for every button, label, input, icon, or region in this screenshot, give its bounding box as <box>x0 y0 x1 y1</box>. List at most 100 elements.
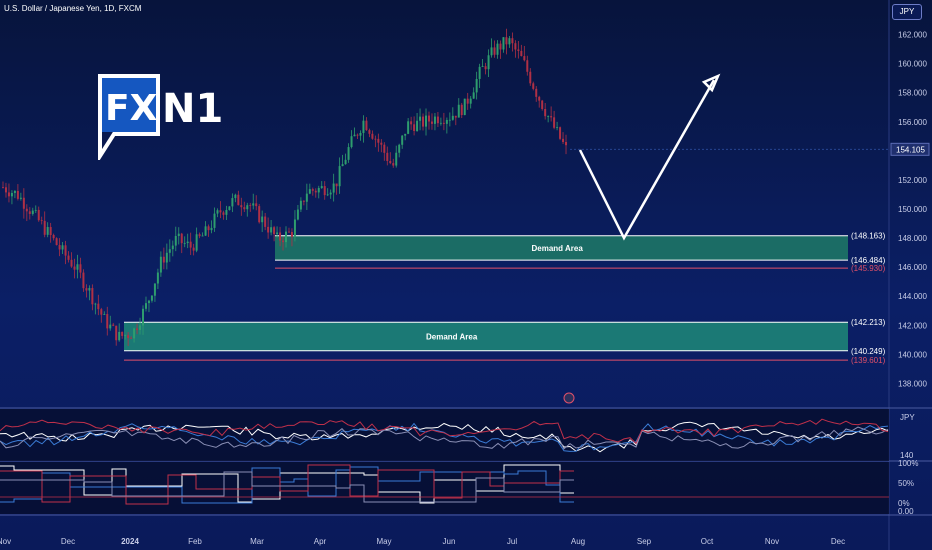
candle-body <box>478 66 481 79</box>
indicator-2-tick: 0.00 <box>898 507 914 516</box>
candle-body <box>279 232 282 241</box>
x-tick-label: Aug <box>571 537 585 546</box>
candle-body <box>165 252 168 263</box>
y-tick-label: 162.000 <box>898 31 927 40</box>
y-tick-label: 148.000 <box>898 234 927 243</box>
candle-body <box>177 233 180 236</box>
candle-body <box>502 37 505 50</box>
candle-body <box>189 241 192 248</box>
candle-body <box>532 83 535 89</box>
projection-path <box>578 79 716 241</box>
candle-body <box>386 152 389 161</box>
candle-body <box>413 124 416 132</box>
candle-body <box>422 116 425 127</box>
candle-body <box>183 243 186 244</box>
y-tick-label: 142.000 <box>898 321 927 330</box>
candle-body <box>445 119 448 124</box>
candle-body <box>55 238 58 246</box>
candle-body <box>332 183 335 193</box>
candle-body <box>115 325 118 341</box>
candle-body <box>302 200 305 202</box>
candle-body <box>442 122 445 124</box>
x-tick-label: Feb <box>188 537 202 546</box>
indicator-2-line <box>0 464 574 505</box>
candle-body <box>43 220 46 235</box>
y-tick-label: 152.000 <box>898 176 927 185</box>
candle-body <box>97 303 100 310</box>
candle-body <box>255 203 258 207</box>
candle-body <box>192 247 195 251</box>
indicator-pane-1 <box>0 409 889 461</box>
candle-body <box>317 188 320 193</box>
indicator-2-tick: 100% <box>898 459 918 468</box>
candle-body <box>204 226 207 236</box>
zone-bottom-value: (146.484) <box>851 256 886 265</box>
candle-body <box>174 235 177 246</box>
candle-body <box>171 245 174 250</box>
candle-body <box>52 235 55 239</box>
candle-body <box>79 264 82 273</box>
candle-body <box>82 272 85 289</box>
demand-zone <box>275 235 848 261</box>
x-tick-label: Sep <box>637 537 652 546</box>
candle-body <box>10 192 13 197</box>
candle-body <box>338 166 341 187</box>
candle-body <box>150 295 153 301</box>
candle-body <box>407 121 410 134</box>
candle-body <box>347 147 350 160</box>
stop-level-value: (139.601) <box>851 356 886 365</box>
demand-zone <box>124 322 848 351</box>
candle-body <box>463 98 466 116</box>
candle-body <box>565 142 568 146</box>
indicator-pane-2 <box>0 462 889 514</box>
chart-title: U.S. Dollar / Japanese Yen, 1D, FXCM <box>4 4 142 13</box>
candle-body <box>562 138 565 143</box>
candle-body <box>490 47 493 56</box>
candle-body <box>544 108 547 117</box>
candle-body <box>529 71 532 84</box>
candle-body <box>258 206 261 223</box>
candle-body <box>46 227 49 235</box>
candle-body <box>520 50 523 57</box>
logo-bubble <box>98 74 160 160</box>
candle-body <box>94 303 97 305</box>
candle-body <box>73 266 76 270</box>
candle-body <box>472 92 475 99</box>
candle-body <box>448 119 451 121</box>
candle-body <box>550 116 553 118</box>
indicator-2-tick: 50% <box>898 479 914 488</box>
indicator-2-tick: 0% <box>898 499 910 508</box>
candle-body <box>466 98 469 104</box>
candle-body <box>37 209 40 221</box>
candle-body <box>505 37 508 45</box>
y-tick-label: 146.000 <box>898 263 927 272</box>
candle-body <box>112 324 115 326</box>
candle-body <box>481 66 484 68</box>
candle-body <box>320 186 323 189</box>
candle-body <box>49 227 52 236</box>
candle-body <box>13 190 16 193</box>
event-marker <box>563 392 575 404</box>
candle-body <box>40 220 43 222</box>
candle-body <box>377 138 380 143</box>
candle-body <box>308 189 311 194</box>
zone-label: Demand Area <box>532 244 584 253</box>
candle-body <box>118 331 121 341</box>
candle-body <box>493 47 496 55</box>
candle-body <box>335 183 338 187</box>
candle-body <box>34 209 37 211</box>
candle-body <box>326 194 329 196</box>
candle-body <box>299 200 302 210</box>
candle-body <box>436 116 439 124</box>
candle-body <box>356 134 359 136</box>
candle-body <box>374 138 377 140</box>
candle-body <box>433 116 436 124</box>
candle-body <box>186 241 189 244</box>
candle-body <box>225 209 228 215</box>
candle-body <box>147 300 150 304</box>
indicator-1-line <box>0 426 889 450</box>
zone-label: Demand Area <box>426 332 478 341</box>
candle-body <box>290 232 293 237</box>
candle-body <box>556 127 559 129</box>
currency-button[interactable]: JPY <box>892 4 922 20</box>
